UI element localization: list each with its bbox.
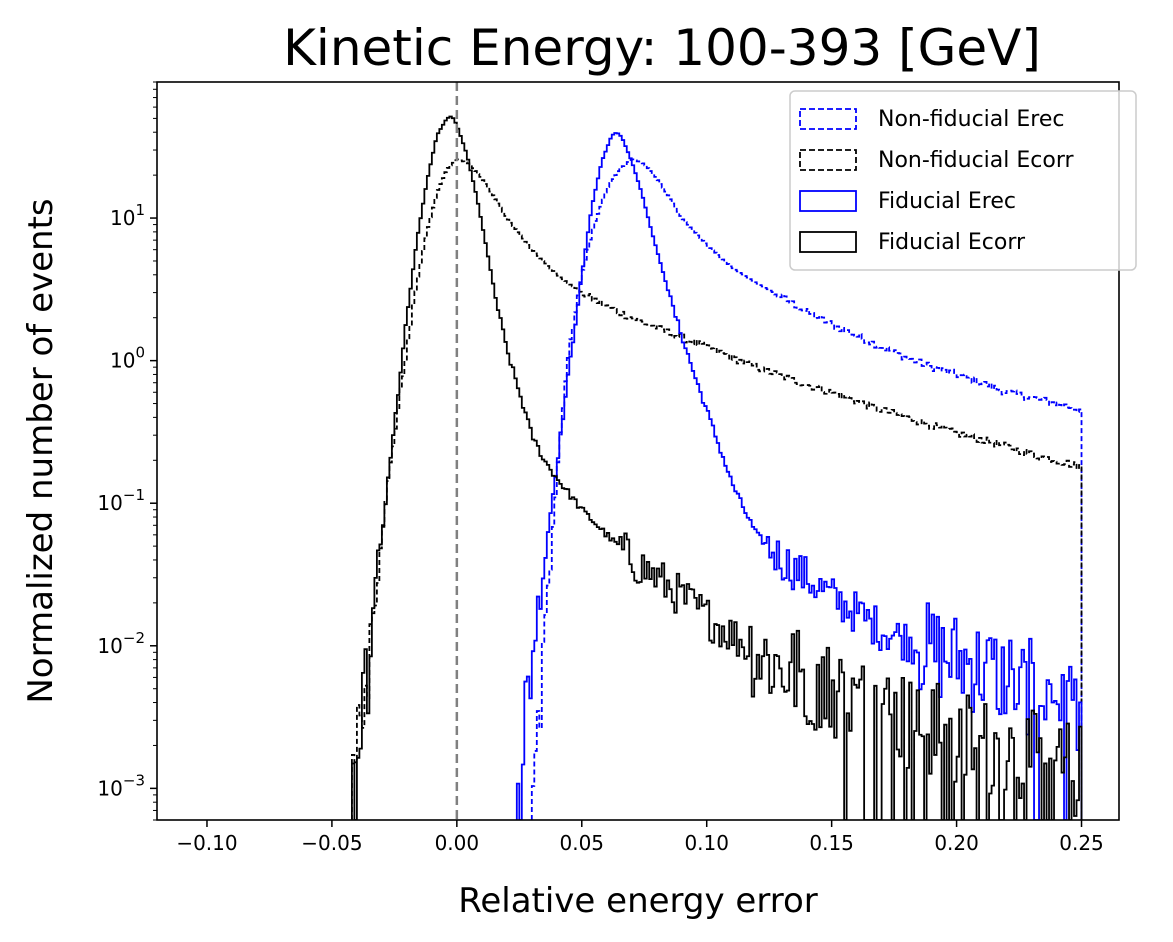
series-layer xyxy=(351,115,1083,820)
series-fiducial-ecorr xyxy=(351,115,1083,820)
legend-label: Non-fiducial Ecorr xyxy=(878,148,1074,173)
legend-label: Non-fiducial Erec xyxy=(878,107,1064,132)
series-non-fiducial-erec xyxy=(530,158,1083,820)
series-fiducial-erec xyxy=(515,132,1083,820)
y-axis: 10−3 10−2 10−1 100 101 xyxy=(97,81,157,821)
x-tick-label: 0.20 xyxy=(934,831,979,855)
x-tick-label: 0.05 xyxy=(560,831,605,855)
x-tick-label: 0.10 xyxy=(684,831,729,855)
x-axis: −0.10 −0.05 0.00 0.05 0.10 0.15 0.20 0.25 xyxy=(176,820,1104,855)
plot-frame xyxy=(156,81,1120,821)
legend-box xyxy=(789,90,1137,271)
y-tick-label: 101 xyxy=(110,201,145,230)
chart-title: Kinetic Energy: 100-393 [GeV] xyxy=(283,19,1041,77)
y-tick-label: 10−3 xyxy=(97,771,145,800)
x-tick-label: 0.25 xyxy=(1059,831,1104,855)
legend-label: Fiducial Erec xyxy=(878,189,1016,214)
x-tick-label: 0.15 xyxy=(809,831,854,855)
legend-swatch xyxy=(799,190,857,212)
x-tick-label: −0.10 xyxy=(176,831,237,855)
y-tick-label: 100 xyxy=(110,344,145,373)
legend-swatch xyxy=(799,231,857,253)
x-tick-label: 0.00 xyxy=(435,831,480,855)
series-non-fiducial-ecorr xyxy=(351,158,1083,820)
x-tick-label: −0.05 xyxy=(301,831,362,855)
y-axis-label: Normalized number of events xyxy=(21,198,61,703)
y-tick-label: 10−2 xyxy=(97,629,145,658)
legend-swatch xyxy=(799,149,857,171)
legend: Non-fiducial Erec Non-fiducial Ecorr Fiduc… xyxy=(789,90,1137,271)
x-axis-label: Relative energy error xyxy=(458,881,818,921)
legend-label: Fiducial Ecorr xyxy=(878,230,1026,255)
y-tick-label: 10−1 xyxy=(97,486,145,515)
legend-swatch xyxy=(799,108,857,130)
